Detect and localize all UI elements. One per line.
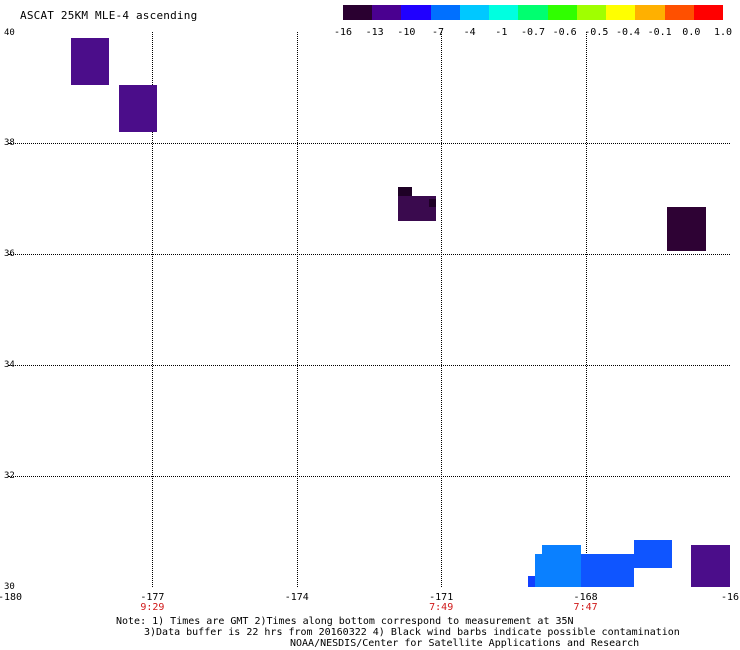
pass-time-label: 7:49 <box>429 602 454 613</box>
colorbar-segment <box>459 5 490 20</box>
wind-data-cell <box>535 573 581 587</box>
parallel-gridline <box>8 143 730 144</box>
colorbar-tick-label: -13 <box>365 27 384 38</box>
colorbar-tick-label: -10 <box>397 27 416 38</box>
wind-data-cell <box>667 206 706 252</box>
wind-data-cell <box>691 545 730 587</box>
colorbar-segment <box>635 5 665 20</box>
colorbar-tick-label: -0.5 <box>584 27 609 38</box>
note-line-3: NOAA/NESDIS/Center for Satellite Applica… <box>290 638 640 649</box>
latitude-tick-label: 34 <box>4 360 15 370</box>
colorbar-segment <box>430 5 460 20</box>
colorbar-segment <box>664 5 694 20</box>
colorbar-tick-label: 1.0 <box>713 27 733 38</box>
longitude-tick-label: -174 <box>284 592 309 603</box>
meridian-gridline <box>441 32 443 587</box>
colorbar-segment <box>606 5 636 20</box>
wind-data-cell <box>118 84 158 132</box>
colorbar <box>343 5 724 20</box>
wind-data-cell <box>397 187 413 196</box>
colorbar-segment <box>693 5 724 20</box>
colorbar-tick-label: -4 <box>463 27 476 38</box>
colorbar-segment <box>576 5 607 20</box>
colorbar-segment <box>343 5 373 20</box>
meridian-gridline <box>152 32 154 587</box>
latitude-tick-label: 36 <box>4 249 15 259</box>
colorbar-tick-label: -0.7 <box>520 27 546 38</box>
colorbar-segment <box>401 5 431 20</box>
colorbar-tick-label: -0.6 <box>552 27 577 38</box>
colorbar-tick-label: 0.0 <box>682 27 701 38</box>
colorbar-tick-label: -0.1 <box>647 27 672 38</box>
pass-time-label: 7:47 <box>573 602 598 613</box>
colorbar-tick-label: -0.4 <box>615 27 641 38</box>
wind-data-cell <box>527 575 536 587</box>
map-title: ASCAT 25KM MLE-4 ascending <box>20 9 198 22</box>
latitude-tick-label: 40 <box>4 28 15 38</box>
colorbar-segment <box>372 5 402 20</box>
parallel-gridline <box>8 476 730 477</box>
colorbar-tick-label: -1 <box>495 27 508 38</box>
wind-data-cell <box>580 553 634 587</box>
latitude-tick-label: 30 <box>4 582 15 592</box>
longitude-tick-label: -180 <box>0 592 23 603</box>
meridian-gridline <box>585 32 587 587</box>
longitude-tick-label: -177 <box>140 592 165 603</box>
note-line-1: Note: 1) Times are GMT 2)Times along bot… <box>116 616 574 627</box>
parallel-gridline <box>8 365 730 366</box>
colorbar-segment <box>489 5 519 20</box>
latitude-tick-label: 38 <box>4 138 15 148</box>
colorbar-segment <box>547 5 577 20</box>
longitude-tick-label: -168 <box>573 592 598 603</box>
longitude-tick-label: -171 <box>429 592 454 603</box>
note-line-2: 3)Data buffer is 22 hrs from 20160322 4)… <box>144 627 680 638</box>
latitude-tick-label: 32 <box>4 471 15 481</box>
wind-data-cell <box>70 37 110 85</box>
parallel-gridline <box>8 254 730 255</box>
wind-data-cell <box>542 545 581 574</box>
colorbar-segment <box>518 5 548 20</box>
wind-data-cell <box>535 553 543 574</box>
meridian-gridline <box>296 32 298 587</box>
colorbar-tick-label: -7 <box>431 27 445 38</box>
pass-time-label: 9:29 <box>140 602 165 613</box>
wind-data-cell <box>429 198 437 207</box>
wind-data-cell <box>633 539 673 568</box>
colorbar-labels: -16 -13 -10 -7 -4 -1 -0.7 -0.6 -0.5 -0.4 -0.1 0.0 1.… <box>0 0 740 40</box>
colorbar-tick-label: -16 <box>333 27 353 38</box>
map-plot-area <box>8 32 730 587</box>
longitude-tick-label: -16 <box>720 592 740 603</box>
